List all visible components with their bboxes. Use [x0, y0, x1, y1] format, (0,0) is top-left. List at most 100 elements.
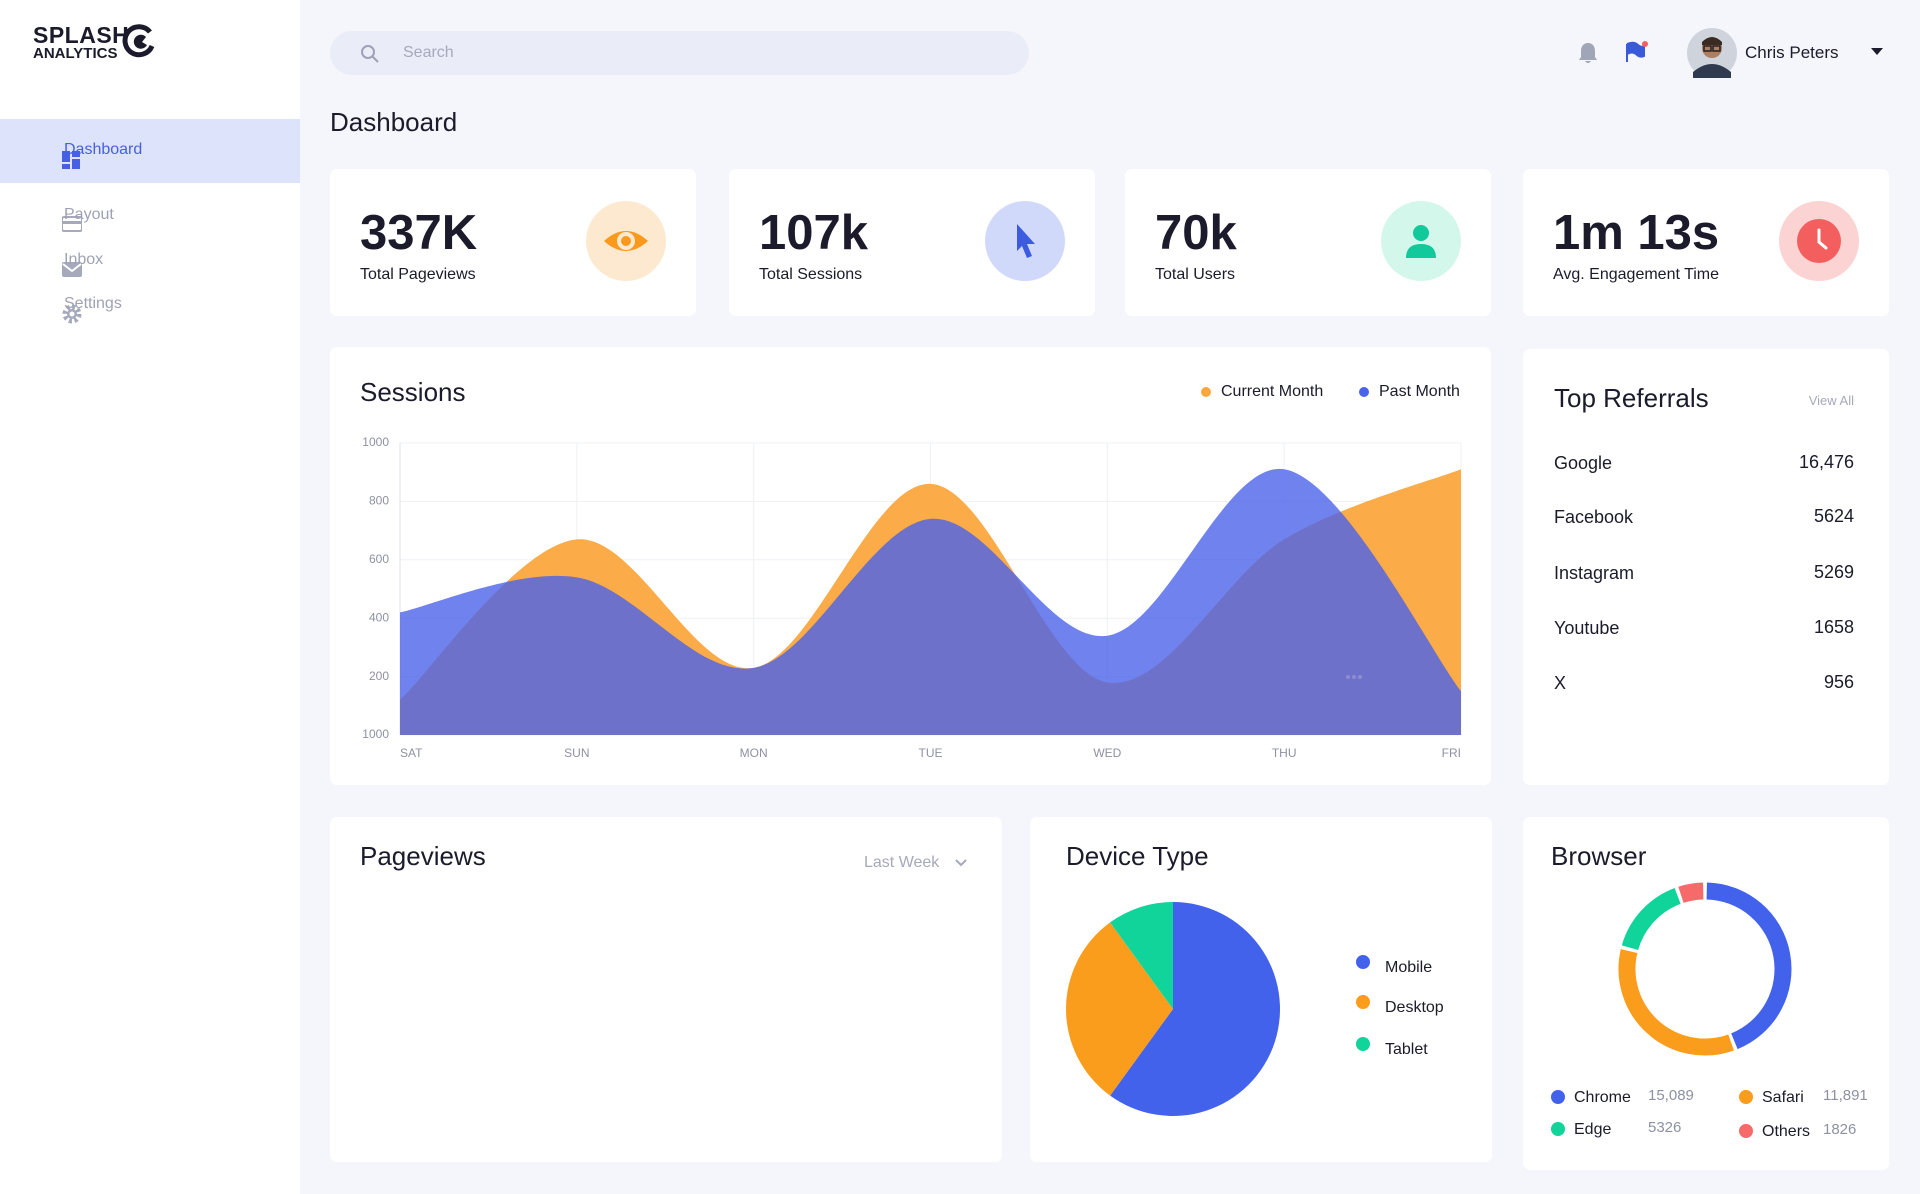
referral-count: 1658 [1813, 617, 1854, 637]
nav-item[interactable]: Inbox [0, 240, 300, 280]
x-tick-label: TUE [919, 746, 943, 760]
legend-label[interactable]: Others [1762, 1123, 1810, 1140]
browser-chart: Chrome 15,089 Safari 11,891 Edge 5326 Others 18… [1551, 882, 1868, 1140]
legend-marker[interactable] [1739, 1090, 1753, 1104]
sessions-chart: 1000 200 400 600 800 1000 SAT SUN MON TUE WED THU FR… [362, 383, 1462, 760]
logo-icon [122, 24, 155, 58]
donut-segment [1678, 882, 1704, 903]
view-all-link[interactable]: View All [1808, 393, 1854, 408]
search-placeholder: Search [403, 44, 454, 61]
messages-icon[interactable] [1624, 40, 1648, 64]
y-tick-label: 1000 [362, 435, 389, 449]
nav-icon-svg [62, 151, 80, 169]
nav-item[interactable]: Settings [0, 284, 300, 324]
nav-label: Settings [64, 295, 122, 312]
browser-card: Browser Chrome 15,089 Safari 11,891 Edge 5326… [1523, 817, 1889, 1170]
search-bar[interactable]: Search [330, 31, 1029, 75]
logo-subtext: ANALYTICS [33, 45, 118, 62]
stat-card: 1m 13s Avg. Engagement Time [1523, 169, 1889, 316]
nav-icon-svg [62, 304, 82, 324]
legend-marker[interactable] [1356, 1037, 1370, 1051]
stat-card: 337K Total Pageviews [330, 169, 696, 316]
referrals-card: Top Referrals View All Google 16,476 Faceb… [1523, 349, 1889, 785]
card-title: Pageviews [360, 841, 486, 871]
y-tick-label: 600 [369, 552, 389, 566]
referral-source: Facebook [1554, 507, 1634, 527]
x-tick-label: WED [1093, 746, 1121, 760]
legend-value: 11,891 [1823, 1087, 1868, 1104]
stat-icon [586, 201, 666, 286]
more-dot[interactable] [1358, 675, 1362, 679]
pie-slice [1110, 902, 1280, 1116]
stat-icon [1381, 201, 1461, 286]
user-menu-caret[interactable] [1871, 48, 1883, 56]
legend-marker[interactable] [1356, 995, 1370, 1009]
legend-label[interactable]: Edge [1574, 1121, 1611, 1138]
card-title: Top Referrals [1554, 383, 1709, 413]
referral-count: 16,476 [1798, 452, 1854, 472]
referral-count: 5624 [1813, 506, 1854, 526]
sidebar: SPLASH ANALYTICS Dashboard Payout Inbox Set… [0, 0, 300, 1194]
page-title: Dashboard [330, 107, 458, 137]
y-tick-label: 1000 [362, 727, 389, 741]
legend-label[interactable]: Safari [1762, 1089, 1804, 1106]
legend-value: 5326 [1648, 1119, 1681, 1136]
y-tick-label: 800 [369, 494, 389, 508]
stat-label: Total Pageviews [360, 266, 476, 283]
legend-marker[interactable] [1551, 1090, 1565, 1104]
stat-label: Total Sessions [759, 266, 863, 283]
nav-icon-svg [62, 216, 82, 232]
referral-source: X [1554, 673, 1567, 693]
nav-label: Dashboard [64, 141, 143, 158]
legend-value: 15,089 [1648, 1087, 1694, 1104]
card-title: Sessions [360, 377, 466, 407]
stat-value: 1m 13s [1553, 206, 1720, 260]
stat-label: Avg. Engagement Time [1553, 266, 1720, 283]
referral-count: 5269 [1813, 562, 1854, 582]
stat-icon [1779, 201, 1859, 286]
legend-label[interactable]: Desktop [1385, 999, 1444, 1016]
donut-segment [1706, 882, 1792, 1050]
nav-item[interactable]: Dashboard [0, 119, 300, 183]
card-title: Browser [1551, 841, 1647, 871]
series-area [400, 468, 1461, 735]
stat-card: 107k Total Sessions [729, 169, 1095, 316]
user-name[interactable]: Chris Peters [1745, 43, 1839, 62]
card-title: Device Type [1066, 841, 1209, 871]
more-dot[interactable] [1352, 675, 1356, 679]
legend-marker[interactable] [1739, 1124, 1753, 1138]
legend-label[interactable]: Current Month [1221, 383, 1323, 400]
legend-marker[interactable] [1356, 955, 1370, 969]
legend-label[interactable]: Chrome [1574, 1089, 1631, 1106]
pageviews-card: Pageviews Last Week SATSUNMONTUEWEDTHUFR… [330, 817, 1002, 1162]
legend-label[interactable]: Mobile [1385, 959, 1432, 976]
pie-slice [1110, 902, 1173, 1009]
legend-value: 1826 [1823, 1121, 1856, 1138]
donut-segment [1618, 949, 1734, 1056]
legend-label[interactable]: Tablet [1385, 1041, 1428, 1058]
x-tick-label: THU [1272, 746, 1297, 760]
stat-value: 337K [360, 206, 478, 260]
nav-label: Inbox [64, 251, 104, 268]
period-select[interactable]: Last Week [864, 854, 940, 871]
stat-icon-svg [586, 201, 666, 281]
notification-icon[interactable] [1577, 41, 1599, 65]
stat-value: 70k [1155, 206, 1237, 260]
nav-item[interactable]: Payout [0, 195, 300, 235]
x-tick-label: SAT [400, 746, 423, 760]
legend-marker[interactable] [1359, 387, 1369, 397]
stat-value: 107k [759, 206, 869, 260]
legend-marker[interactable] [1551, 1122, 1565, 1136]
user-avatar[interactable] [1687, 28, 1737, 78]
referral-source: Google [1554, 453, 1613, 473]
more-dot[interactable] [1346, 675, 1350, 679]
stat-icon [985, 201, 1065, 286]
donut-segment [1621, 888, 1681, 951]
referral-source: Youtube [1554, 618, 1620, 638]
legend-label[interactable]: Past Month [1379, 383, 1460, 400]
x-tick-label: FRI [1442, 746, 1461, 760]
legend-marker[interactable] [1201, 387, 1211, 397]
